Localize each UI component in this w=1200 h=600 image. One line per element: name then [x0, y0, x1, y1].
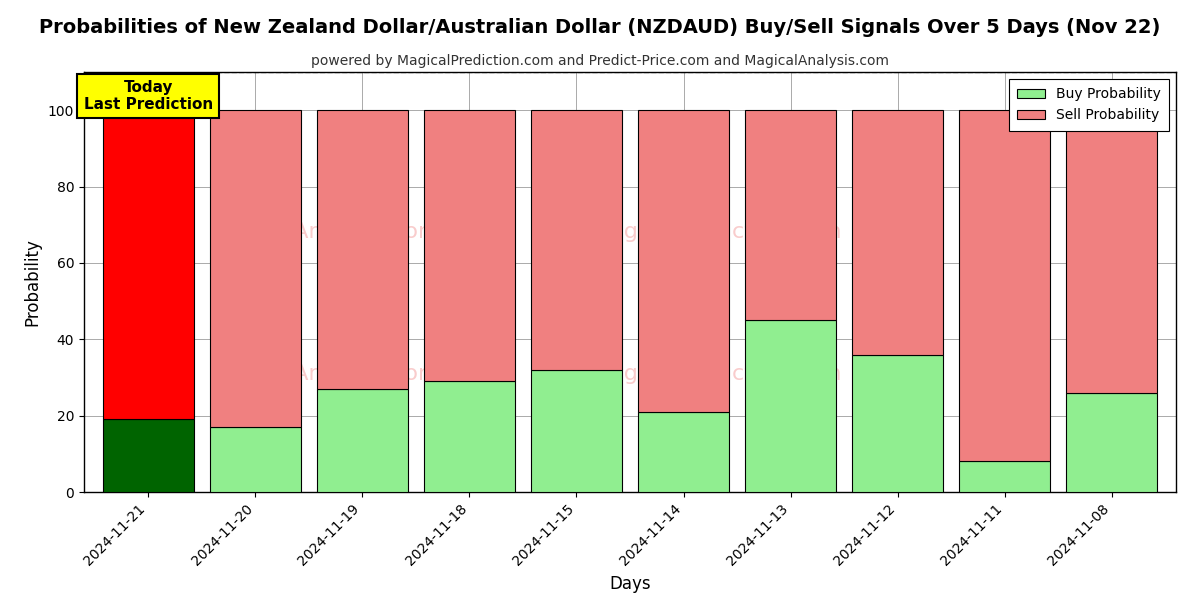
Text: MagicalPrediction.com: MagicalPrediction.com	[592, 221, 842, 242]
Bar	[745, 110, 836, 320]
Text: MagicalAnalysis.com: MagicalAnalysis.com	[209, 364, 440, 385]
Bar	[852, 355, 943, 492]
Bar	[424, 381, 515, 492]
Bar	[745, 320, 836, 492]
Bar	[530, 110, 622, 370]
Text: Today
Last Prediction: Today Last Prediction	[84, 80, 212, 112]
Bar	[210, 110, 301, 427]
Bar	[1067, 393, 1157, 492]
Text: powered by MagicalPrediction.com and Predict-Price.com and MagicalAnalysis.com: powered by MagicalPrediction.com and Pre…	[311, 54, 889, 68]
Bar	[317, 389, 408, 492]
Bar	[1067, 110, 1157, 393]
Bar	[530, 370, 622, 492]
Text: MagicalAnalysis.com: MagicalAnalysis.com	[209, 221, 440, 242]
Bar	[852, 110, 943, 355]
Text: Probabilities of New Zealand Dollar/Australian Dollar (NZDAUD) Buy/Sell Signals : Probabilities of New Zealand Dollar/Aust…	[40, 18, 1160, 37]
Bar	[424, 110, 515, 381]
Legend: Buy Probability, Sell Probability: Buy Probability, Sell Probability	[1009, 79, 1169, 131]
Bar	[317, 110, 408, 389]
Bar	[103, 110, 193, 419]
Bar	[103, 419, 193, 492]
Y-axis label: Probability: Probability	[23, 238, 41, 326]
Bar	[959, 461, 1050, 492]
Bar	[210, 427, 301, 492]
Text: MagicalPrediction.com: MagicalPrediction.com	[592, 364, 842, 385]
Bar	[638, 412, 730, 492]
Bar	[959, 110, 1050, 461]
Bar	[638, 110, 730, 412]
X-axis label: Days: Days	[610, 575, 650, 593]
